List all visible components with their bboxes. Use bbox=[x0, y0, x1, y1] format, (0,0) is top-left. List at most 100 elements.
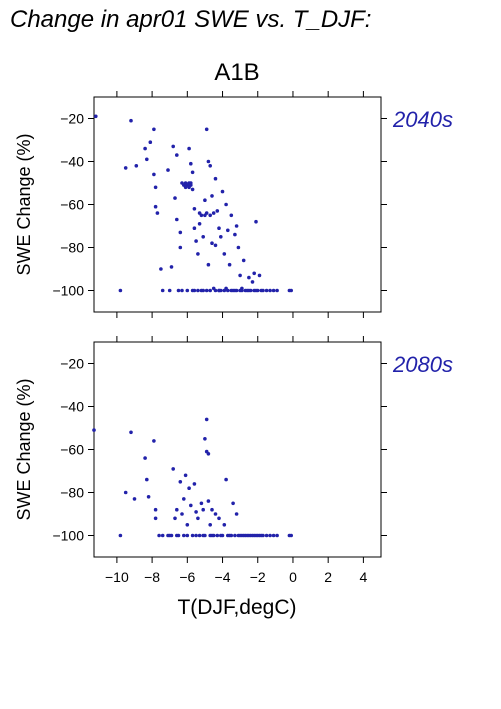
data-point bbox=[275, 533, 279, 538]
panel-label: 2080s bbox=[392, 352, 453, 377]
data-point bbox=[199, 213, 204, 218]
data-point bbox=[166, 168, 170, 172]
plot-frame bbox=[93, 341, 382, 558]
data-point bbox=[185, 523, 190, 527]
data-point bbox=[178, 230, 183, 235]
data-point bbox=[129, 118, 133, 123]
x-tick-label: −8 bbox=[144, 569, 160, 585]
data-point bbox=[160, 288, 165, 293]
data-point bbox=[176, 288, 181, 293]
panel-2040s: −20 −40 −60 −80 −100 SWE Change (%) 2040s bbox=[14, 91, 453, 318]
data-point bbox=[240, 288, 244, 293]
data-point bbox=[175, 217, 179, 222]
data-point bbox=[268, 533, 272, 538]
data-point bbox=[229, 213, 234, 218]
data-point bbox=[160, 533, 165, 538]
data-point bbox=[92, 428, 96, 432]
data-point bbox=[206, 452, 211, 456]
data-point bbox=[227, 262, 232, 267]
data-point bbox=[145, 157, 149, 162]
data-point bbox=[152, 439, 156, 443]
data-point bbox=[187, 146, 191, 151]
data-point bbox=[143, 456, 147, 460]
data-point bbox=[208, 164, 212, 168]
data-point bbox=[189, 161, 193, 166]
data-point bbox=[210, 241, 214, 245]
y-tick-label: −100 bbox=[52, 528, 84, 544]
data-point bbox=[129, 430, 133, 435]
data-point bbox=[175, 533, 179, 538]
data-point bbox=[169, 265, 174, 269]
y-tick-label: −40 bbox=[60, 154, 84, 170]
data-point bbox=[275, 288, 279, 293]
data-point bbox=[247, 288, 251, 293]
data-point bbox=[254, 288, 258, 293]
y-tick-label: −60 bbox=[60, 197, 84, 213]
data-point bbox=[153, 185, 158, 190]
data-point bbox=[204, 211, 209, 215]
data-point bbox=[187, 486, 191, 491]
data-point bbox=[175, 507, 179, 512]
data-point bbox=[236, 245, 241, 250]
data-point bbox=[211, 533, 216, 538]
data-point bbox=[199, 288, 204, 293]
data-point bbox=[189, 503, 193, 508]
x-tick-label: 0 bbox=[289, 569, 297, 585]
x-tick-label: 4 bbox=[359, 569, 367, 585]
data-point bbox=[167, 288, 172, 293]
x-tick-label: 2 bbox=[324, 569, 332, 585]
y-axis-label: SWE Change (%) bbox=[14, 378, 34, 520]
data-point bbox=[157, 533, 161, 538]
data-point bbox=[192, 288, 197, 293]
data-point bbox=[250, 280, 255, 284]
data-point bbox=[94, 114, 98, 119]
data-point bbox=[241, 258, 246, 263]
data-point bbox=[197, 533, 202, 538]
data-point bbox=[192, 207, 197, 211]
data-point bbox=[173, 196, 177, 200]
data-point bbox=[222, 252, 227, 256]
data-point bbox=[206, 262, 211, 267]
data-point bbox=[234, 224, 239, 228]
data-point bbox=[203, 437, 207, 441]
data-point bbox=[178, 245, 183, 250]
data-point bbox=[196, 288, 200, 293]
data-point bbox=[289, 533, 294, 538]
data-point bbox=[224, 202, 228, 207]
data-point bbox=[199, 501, 204, 506]
data-point bbox=[213, 243, 218, 248]
data-point bbox=[148, 140, 153, 144]
data-point bbox=[247, 533, 251, 538]
data-point bbox=[229, 288, 234, 293]
data-point bbox=[153, 507, 158, 512]
data-point bbox=[257, 273, 262, 278]
data-point bbox=[189, 181, 193, 185]
data-point bbox=[222, 288, 227, 293]
data-point bbox=[204, 417, 209, 422]
data-point bbox=[180, 512, 184, 516]
data-point bbox=[208, 288, 212, 293]
data-point bbox=[146, 495, 151, 499]
x-tick-label: −2 bbox=[250, 569, 266, 585]
data-point bbox=[178, 480, 183, 484]
data-point bbox=[222, 523, 227, 527]
data-point bbox=[271, 288, 276, 293]
plot-frame bbox=[93, 96, 382, 313]
data-point bbox=[252, 271, 256, 276]
y-tick-label: −80 bbox=[60, 240, 84, 256]
data-point bbox=[118, 533, 123, 538]
y-tick-label: −80 bbox=[60, 485, 84, 501]
y-tick-label: −20 bbox=[60, 356, 84, 372]
y-axis-label: SWE Change (%) bbox=[14, 133, 34, 275]
data-point bbox=[134, 164, 139, 168]
data-point bbox=[231, 501, 235, 506]
data-point bbox=[233, 232, 237, 237]
data-point bbox=[226, 288, 230, 293]
data-point bbox=[171, 467, 175, 471]
x-tick-label: −6 bbox=[179, 569, 195, 585]
data-point bbox=[201, 507, 205, 512]
data-point bbox=[208, 523, 212, 527]
x-axis-label: T(DJF,degC) bbox=[177, 596, 296, 619]
data-point bbox=[215, 533, 220, 538]
